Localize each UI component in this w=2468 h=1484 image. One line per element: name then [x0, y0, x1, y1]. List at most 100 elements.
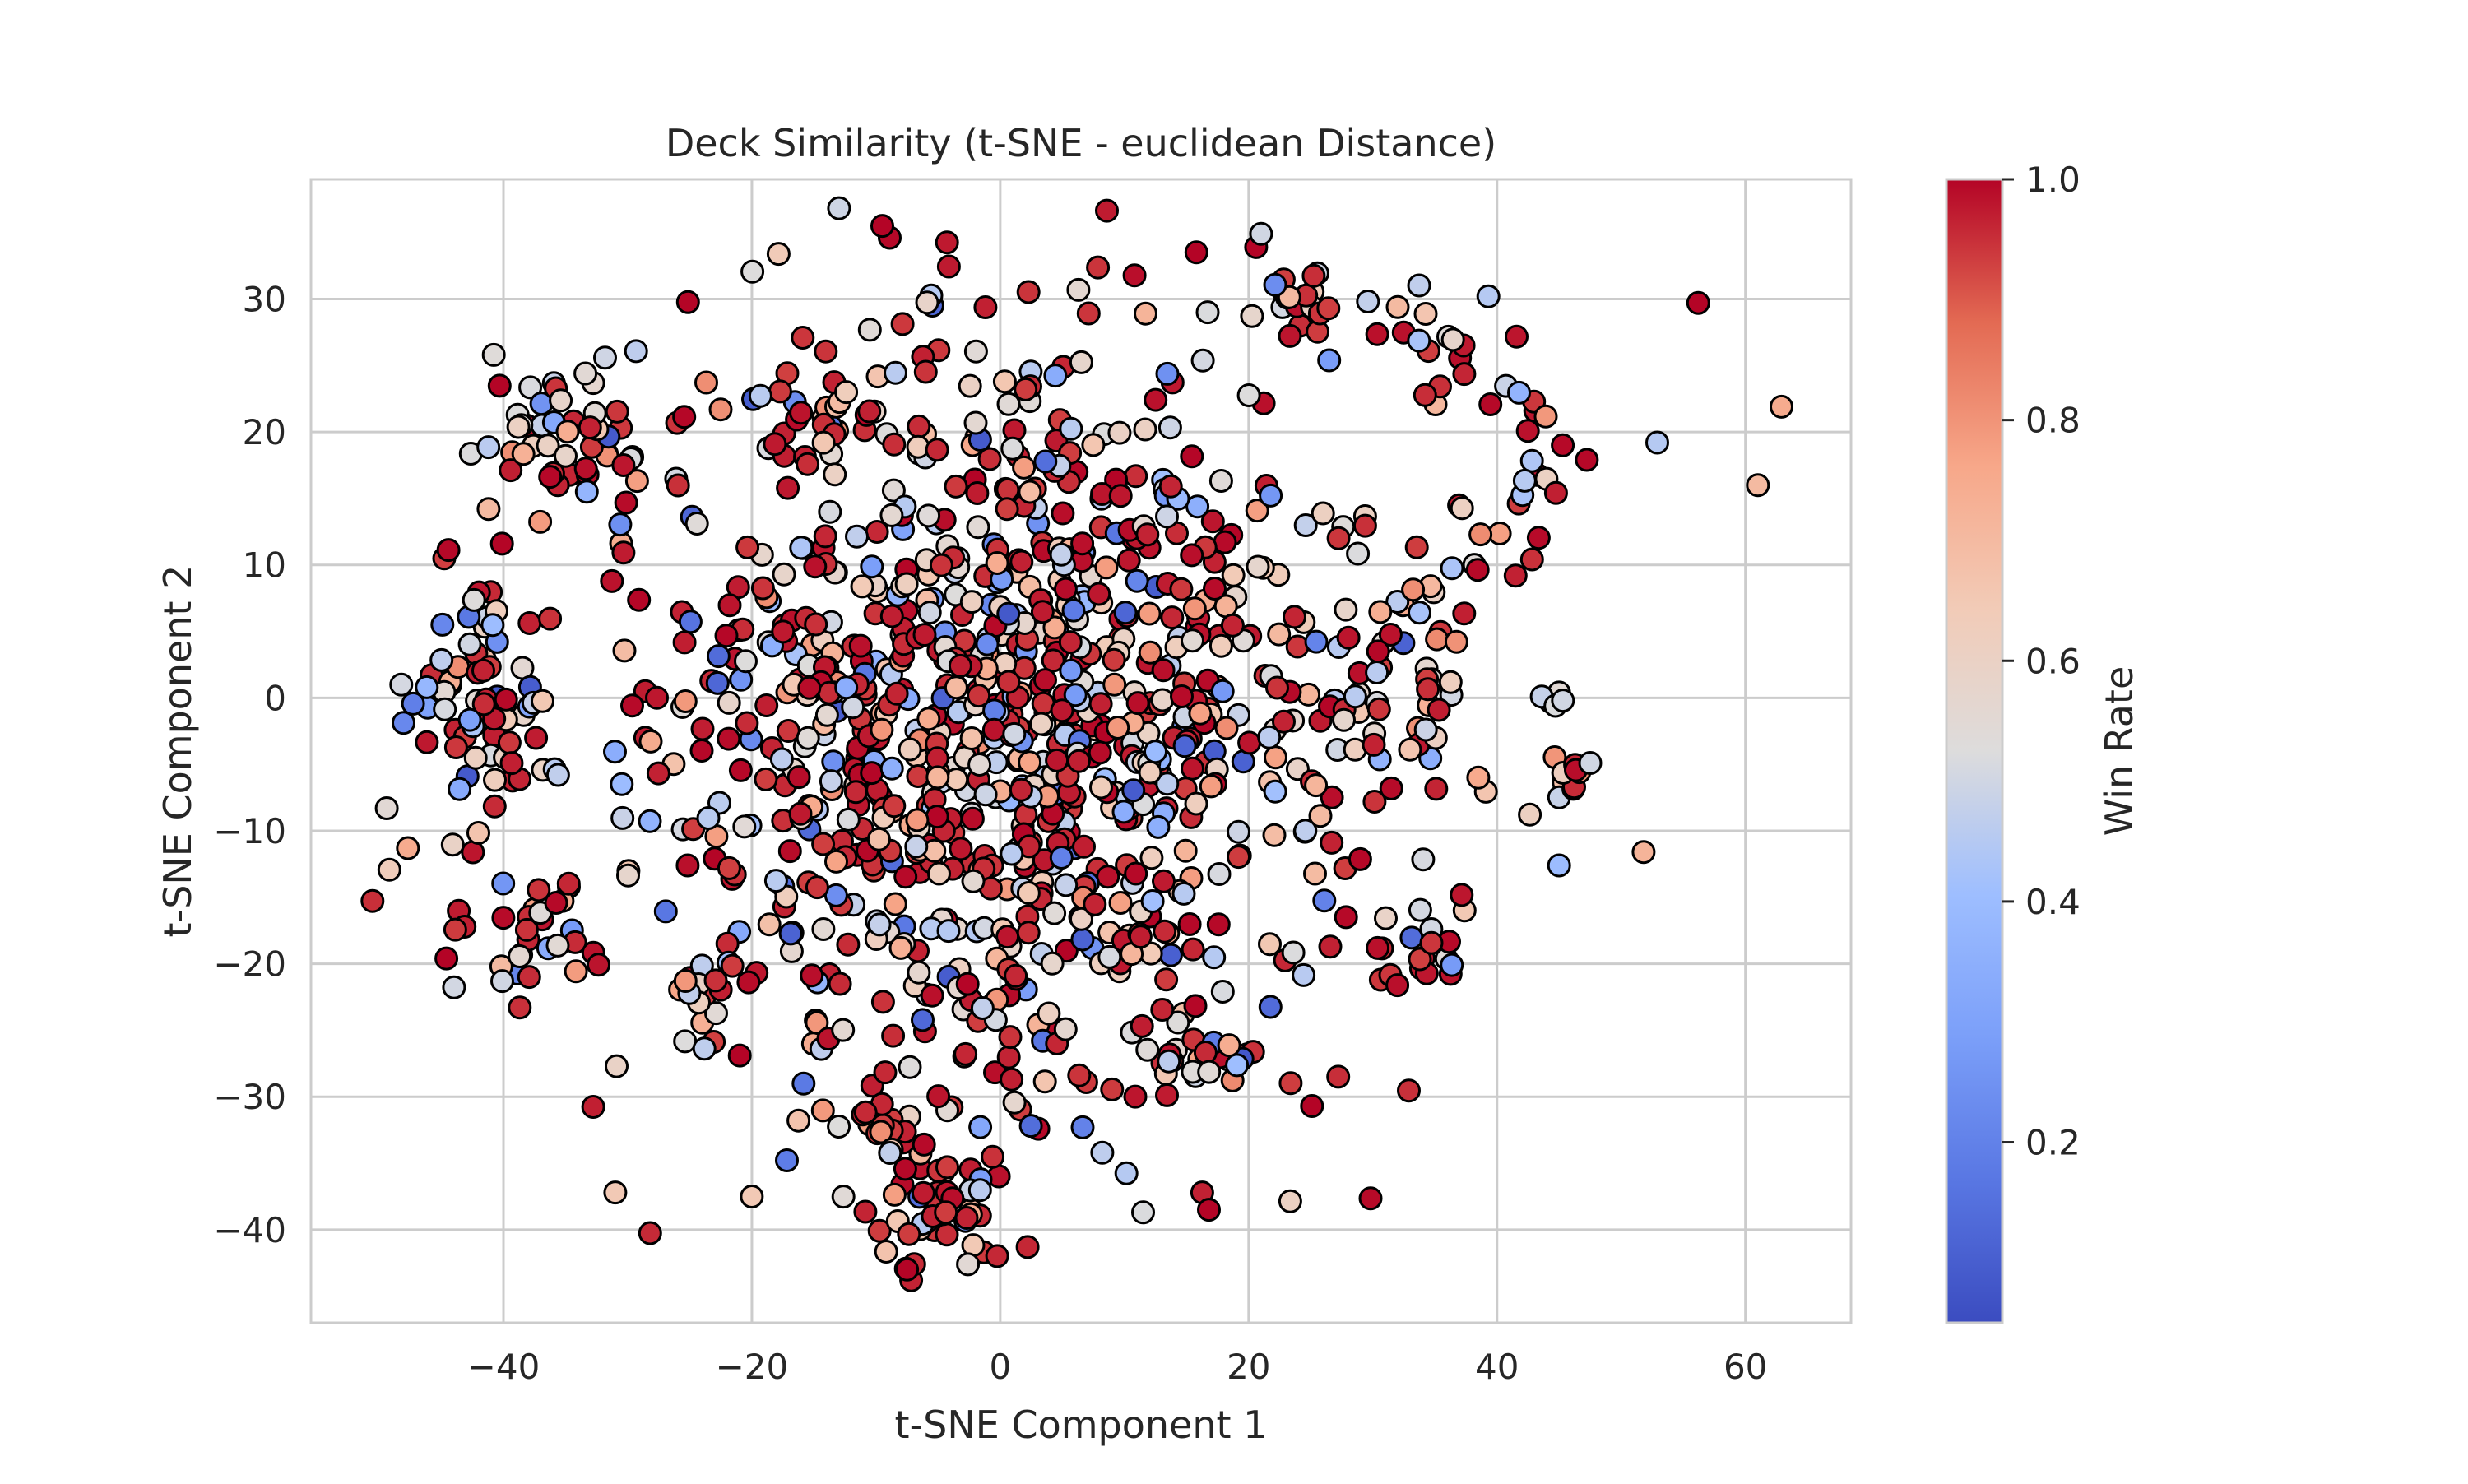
scatter-point	[1173, 838, 1198, 863]
scatter-point	[1374, 906, 1398, 930]
scatter-point	[440, 832, 465, 857]
scatter-point	[771, 619, 796, 644]
scatter-point	[429, 647, 454, 672]
scatter-point	[1070, 1115, 1095, 1139]
x-tick-label: 0	[990, 1347, 1012, 1387]
scatter-point	[1281, 940, 1306, 965]
scatter-point	[1030, 600, 1055, 624]
scatter-point	[917, 601, 942, 625]
scatter-point	[1029, 712, 1054, 736]
scatter-point	[703, 968, 728, 993]
scatter-point	[882, 1182, 907, 1207]
scatter-point	[1157, 1049, 1181, 1074]
scatter-point	[925, 438, 949, 462]
scatter-point	[811, 917, 836, 941]
scatter-point	[638, 1221, 662, 1245]
scatter-point	[1263, 779, 1287, 804]
scatter-point	[573, 457, 598, 481]
scatter-point	[689, 739, 714, 763]
scatter-point	[538, 606, 563, 631]
scatter-point	[1144, 740, 1167, 764]
scatter-point	[985, 1244, 1009, 1268]
scatter-point	[717, 856, 741, 880]
scatter-point	[1166, 1010, 1190, 1035]
scatter-point	[883, 892, 907, 916]
scatter-point	[857, 399, 882, 424]
scatter-point	[1207, 862, 1232, 886]
scatter-point	[1227, 819, 1250, 844]
scatter-point	[581, 1095, 605, 1119]
scatter-point	[949, 837, 973, 861]
scatter-point	[1293, 513, 1318, 537]
scatter-point	[692, 1036, 717, 1061]
scatter-point	[996, 1045, 1021, 1069]
scatter-point	[489, 531, 514, 556]
scatter-point	[705, 670, 730, 695]
scatter-point	[1095, 198, 1119, 223]
scatter-point	[517, 965, 541, 990]
scatter-point	[831, 1018, 856, 1042]
scatter-point	[981, 1144, 1005, 1169]
scatter-point	[690, 716, 715, 741]
scatter-point	[1171, 881, 1196, 906]
scatter-point	[1018, 750, 1042, 775]
colorbar: 0.2 0.4 0.6 0.8 1.0 Win Rate	[1945, 160, 2141, 1324]
scatter-point	[1468, 522, 1493, 547]
scatter-point	[480, 613, 505, 638]
scatter-point	[740, 1185, 764, 1208]
scatter-point	[811, 430, 836, 455]
scatter-point	[1037, 1001, 1061, 1026]
scatter-point	[448, 777, 472, 801]
scatter-point	[1407, 328, 1431, 353]
scatter-point	[1090, 1140, 1115, 1165]
scatter-point	[1265, 675, 1289, 700]
scatter-point	[1452, 601, 1477, 626]
scatter-point	[800, 963, 824, 988]
scatter-point	[898, 737, 922, 762]
scatter-point	[750, 576, 775, 601]
scatter-point	[897, 1222, 921, 1246]
scatter-point	[720, 953, 745, 978]
scatter-point	[1543, 480, 1568, 505]
scatter-point	[457, 632, 482, 656]
scatter-point	[1399, 925, 1424, 950]
scatter-point	[1185, 494, 1210, 519]
scatter-point	[1184, 240, 1208, 265]
scatter-point	[1009, 550, 1034, 574]
scatter-point	[1385, 973, 1410, 998]
scatter-point	[1413, 302, 1438, 326]
scatter-point	[823, 462, 847, 487]
scatter-point	[804, 612, 828, 637]
scatter-point	[893, 1157, 917, 1181]
scatter-point	[998, 1025, 1023, 1050]
scatter-point	[1348, 846, 1372, 871]
scatter-point	[1177, 912, 1202, 936]
scatter-point	[497, 730, 522, 755]
scatter-point	[1128, 925, 1153, 949]
scatter-point	[869, 1120, 893, 1144]
scatter-point	[775, 1148, 799, 1172]
scatter-point	[1155, 772, 1180, 796]
scatter-point	[694, 370, 718, 395]
scatter-point	[603, 1180, 628, 1205]
scatter-point	[791, 1071, 816, 1096]
scatter-point	[611, 453, 636, 477]
scatter-point	[975, 632, 1000, 656]
scatter-point	[1507, 380, 1531, 405]
scatter-point	[1137, 601, 1162, 626]
scatter-point	[1308, 804, 1333, 828]
scatter-point	[1419, 930, 1444, 955]
scatter-point	[1190, 348, 1215, 373]
scatter-point	[894, 572, 919, 596]
scatter-point	[1063, 683, 1088, 707]
scatter-point	[527, 878, 551, 902]
scatter-point	[1237, 730, 1262, 755]
scatter-point	[608, 512, 633, 537]
scatter-point	[776, 475, 800, 500]
scatter-point	[556, 871, 581, 896]
scatter-point	[1512, 468, 1537, 493]
scatter-point	[1214, 716, 1239, 740]
scatter-point	[1425, 627, 1450, 652]
scatter-point	[443, 735, 468, 759]
scatter-point	[1404, 535, 1429, 559]
